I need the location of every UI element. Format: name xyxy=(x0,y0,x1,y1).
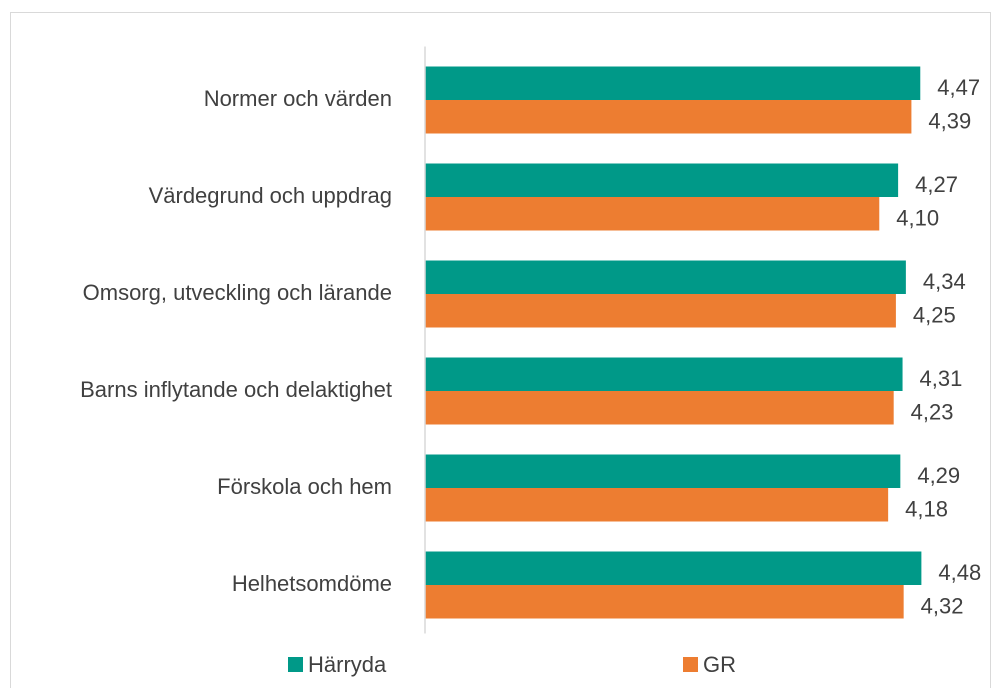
bar xyxy=(425,551,922,585)
legend-label: Härryda xyxy=(308,652,387,677)
chart-border xyxy=(10,12,991,688)
data-label: 4,48 xyxy=(938,560,981,585)
data-label: 4,25 xyxy=(913,303,956,328)
data-label: 4,23 xyxy=(911,400,954,425)
bar xyxy=(425,391,894,425)
bar xyxy=(425,488,889,522)
legend-label: GR xyxy=(703,652,736,677)
y-tick-label: Barns inflytande och delaktighet xyxy=(80,377,392,402)
legend-swatch xyxy=(288,657,303,672)
bar xyxy=(425,66,921,100)
bar xyxy=(425,260,906,294)
y-tick-label: Värdegrund och uppdrag xyxy=(149,183,392,208)
data-label: 4,29 xyxy=(917,463,960,488)
y-tick-label: Omsorg, utveckling och lärande xyxy=(83,280,392,305)
bar xyxy=(425,197,880,231)
bar xyxy=(425,100,912,134)
data-label: 4,39 xyxy=(928,109,971,134)
data-label: 4,32 xyxy=(921,594,964,619)
data-label: 4,18 xyxy=(905,497,948,522)
y-tick-label: Helhetsomdöme xyxy=(232,571,392,596)
bar xyxy=(425,163,899,197)
y-tick-label: Förskola och hem xyxy=(217,474,392,499)
data-label: 4,31 xyxy=(920,366,963,391)
data-label: 4,47 xyxy=(937,75,980,100)
bar xyxy=(425,454,901,488)
bar xyxy=(425,585,904,619)
data-label: 4,34 xyxy=(923,269,966,294)
bar xyxy=(425,294,896,328)
bar xyxy=(425,357,903,391)
legend-swatch xyxy=(683,657,698,672)
y-tick-label: Normer och värden xyxy=(204,86,392,111)
data-label: 4,10 xyxy=(896,206,939,231)
data-label: 4,27 xyxy=(915,172,958,197)
